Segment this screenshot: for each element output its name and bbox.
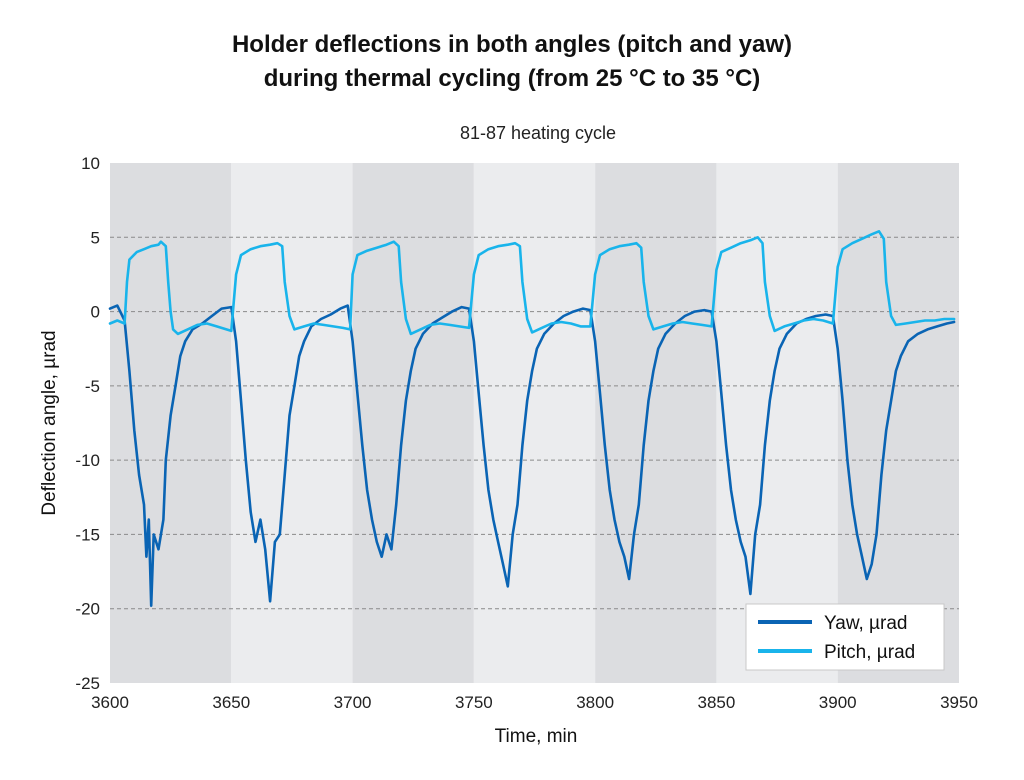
y-tick-label: -15 [75, 525, 100, 544]
background-band-5 [716, 163, 838, 683]
x-tick-label: 3800 [576, 693, 614, 712]
plot-background-bands [110, 163, 959, 683]
y-tick-label: 10 [81, 154, 100, 173]
legend-box [745, 603, 945, 671]
y-tick-label: -25 [75, 674, 100, 693]
plot-series [108, 230, 956, 607]
x-tick-label: 3750 [455, 693, 493, 712]
x-axis-label: Time, min [495, 726, 578, 747]
background-band-1 [231, 163, 353, 683]
background-band-2 [352, 163, 474, 683]
chart-subtitle: 81-87 heating cycle [460, 123, 616, 143]
x-tick-label: 3700 [334, 693, 372, 712]
y-tick-label: -10 [75, 451, 100, 470]
series-line-pitch [108, 230, 956, 336]
legend-label-pitch: Pitch, µrad [824, 642, 915, 663]
background-band-4 [595, 163, 717, 683]
x-axis-ticks: 3600 3650 3700 3750 3800 3850 3900 3950 [91, 693, 978, 712]
x-tick-label: 3950 [940, 693, 978, 712]
y-tick-label: 0 [91, 303, 100, 322]
chart-title-line1: Holder deflections in both angles (pitch… [232, 31, 792, 58]
x-tick-label: 3900 [819, 693, 857, 712]
x-tick-label: 3850 [698, 693, 736, 712]
y-axis-label: Deflection angle, µrad [39, 330, 60, 515]
x-tick-label: 3650 [212, 693, 250, 712]
y-axis-ticks: 10 5 0 -5 -10 -15 -20 -25 [75, 154, 100, 693]
legend-label-yaw: Yaw, µrad [824, 613, 907, 634]
chart-title-line2: during thermal cycling (from 25 °C to 35… [264, 65, 761, 92]
y-tick-label: -20 [75, 600, 100, 619]
legend: Yaw, µrad Pitch, µrad [745, 603, 945, 671]
y-tick-label: -5 [85, 377, 100, 396]
background-band-6 [837, 163, 959, 683]
background-band-3 [473, 163, 596, 683]
y-tick-label: 5 [91, 228, 100, 247]
x-tick-label: 3600 [91, 693, 129, 712]
